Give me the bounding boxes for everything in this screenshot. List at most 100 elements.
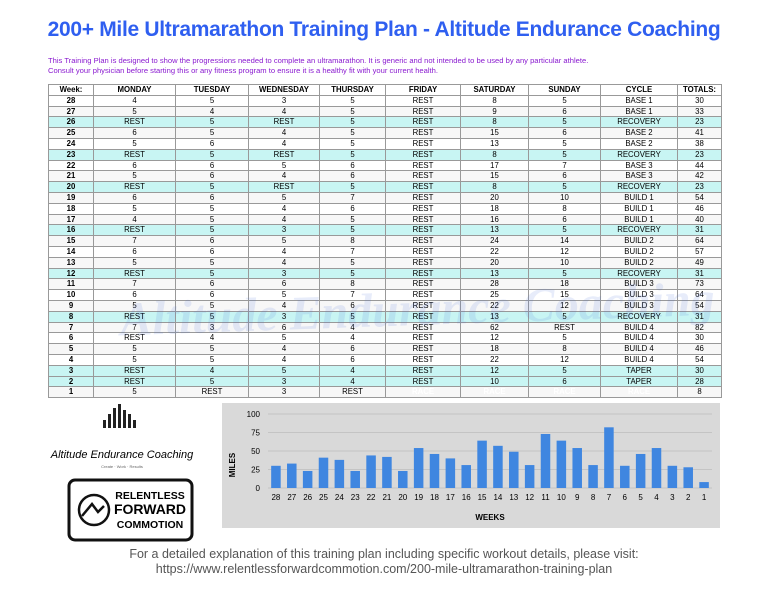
table-cell: 6: [319, 353, 386, 366]
table-cell: 14: [48, 245, 94, 258]
table-cell: 5: [175, 116, 249, 129]
table-cell: 4: [319, 321, 386, 334]
table-cell: 5: [175, 343, 249, 355]
table-cell: 5: [528, 364, 601, 377]
table-cell: 8: [460, 94, 529, 107]
table-cell: 6: [319, 159, 386, 172]
table-row: 27 5 4 4 5 REST 9 6 BASE 1 33: [48, 105, 722, 118]
table-cell: REST: [385, 94, 461, 107]
table-cell: 12: [528, 299, 601, 312]
table-cell: BASE 2: [600, 127, 678, 139]
table-cell: 6: [175, 289, 249, 301]
table-cell: 5: [175, 213, 249, 226]
y-tick-label: 100: [247, 410, 261, 419]
bar: [683, 467, 693, 488]
x-tick-label: 25: [319, 493, 328, 502]
table-cell: REST: [385, 364, 461, 377]
table-cell: 5: [175, 127, 249, 139]
table-cell: 5: [93, 105, 176, 118]
table-cell: 6: [175, 159, 249, 172]
x-tick-label: 27: [287, 493, 296, 502]
table-cell: 57: [677, 245, 722, 258]
bar: [524, 465, 535, 488]
commotion-text: COMMOTION: [117, 519, 184, 531]
commotion-text: FORWARD: [114, 501, 186, 517]
table-cell: REST: [385, 332, 461, 345]
x-tick-label: 28: [271, 493, 280, 502]
table-cell: BUILD 3: [600, 289, 678, 301]
table-cell: REST: [385, 343, 461, 355]
table-row: 1 5 REST 3 REST RACE RACE RACE RACE 8: [48, 386, 722, 399]
table-cell: 4: [319, 375, 386, 388]
table-cell: 18: [460, 202, 529, 215]
table-cell: 31: [677, 310, 722, 323]
table-cell: 4: [48, 353, 94, 366]
table-row: 26 REST 5 REST 5 REST 8 5 RECOVERY 23: [48, 116, 722, 129]
table-cell: 5: [93, 202, 176, 215]
x-tick-label: 9: [575, 493, 580, 502]
table-cell: 8: [528, 343, 601, 355]
table-cell: 3: [248, 267, 320, 280]
header-cell: CYCLE: [600, 84, 678, 96]
x-tick-label: 23: [351, 493, 360, 502]
table-cell: 5: [319, 148, 386, 161]
y-tick-label: 50: [251, 447, 260, 456]
table-cell: 22: [48, 159, 94, 172]
table-cell: 8: [677, 386, 722, 399]
x-tick-label: 20: [398, 493, 407, 502]
table-cell: REST: [385, 116, 461, 129]
bar: [350, 470, 360, 488]
x-tick-label: 14: [493, 493, 502, 502]
table-cell: REST: [175, 386, 249, 399]
header-cell: WEDNESDAY: [248, 84, 320, 96]
table-cell: RACE: [528, 386, 601, 399]
table-cell: 25: [460, 289, 529, 301]
table-cell: BUILD 4: [600, 321, 678, 334]
table-cell: 3: [248, 224, 320, 237]
table-cell: REST: [385, 213, 461, 226]
table-cell: 5: [175, 181, 249, 193]
bar: [287, 463, 297, 488]
table-cell: 5: [528, 137, 601, 150]
table-cell: REST: [385, 299, 461, 312]
bar: [588, 465, 598, 488]
x-tick-label: 1: [702, 493, 707, 502]
table-cell: RECOVERY: [600, 310, 678, 323]
table-cell: REST: [385, 256, 461, 269]
table-cell: REST: [93, 267, 176, 280]
x-tick-label: 17: [446, 493, 455, 502]
table-cell: 5: [319, 105, 386, 118]
x-tick-label: 13: [509, 493, 518, 502]
table-cell: 8: [460, 116, 529, 129]
table-cell: 38: [677, 137, 722, 150]
table-cell: 5: [319, 256, 386, 269]
table-row: 11 7 6 6 8 REST 28 18 BUILD 3 73: [48, 278, 722, 291]
table-cell: 54: [677, 299, 722, 312]
table-cell: 18: [528, 278, 601, 291]
table-cell: 26: [48, 116, 94, 129]
table-cell: 17: [460, 159, 529, 172]
table-cell: 8: [319, 278, 386, 291]
table-cell: BASE 1: [600, 94, 678, 107]
header-row: Week: MONDAY TUESDAY WEDNESDAY THURSDAY FRIDA…: [48, 84, 722, 96]
table-cell: BUILD 1: [600, 191, 678, 204]
table-cell: 46: [677, 202, 722, 215]
x-tick-label: 22: [367, 493, 376, 502]
footer: For a detailed explanation of this train…: [0, 547, 768, 577]
table-cell: REST: [93, 224, 176, 237]
table-cell: 30: [677, 332, 722, 345]
title: 200+ Mile Ultramarathon Training Plan - …: [47, 18, 721, 41]
table-cell: REST: [248, 181, 320, 193]
table-row: 8 REST 5 3 5 REST 13 5 RECOVERY 31: [48, 310, 722, 323]
table-cell: 46: [677, 343, 722, 355]
table-cell: 5: [175, 353, 249, 366]
table-cell: 4: [319, 332, 386, 345]
table-row: 10 6 6 5 7 REST 25 15 BUILD 3 64: [48, 289, 722, 301]
table-row: 24 5 6 4 5 REST 13 5 BASE 2 38: [48, 137, 722, 150]
table-cell: 28: [48, 94, 94, 107]
table-cell: 6: [248, 321, 320, 334]
table-cell: 4: [248, 105, 320, 118]
table-cell: 6: [93, 289, 176, 301]
table-cell: 10: [48, 289, 94, 301]
